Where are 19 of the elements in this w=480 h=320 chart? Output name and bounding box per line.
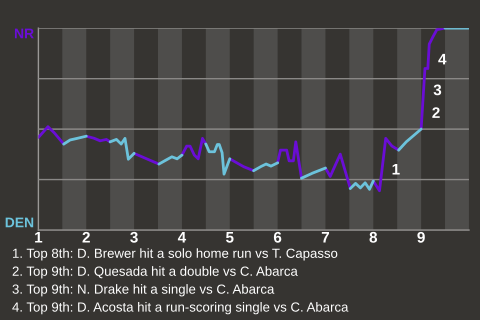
text: DEN: [6, 218, 34, 228]
annotation: 3: [434, 84, 442, 96]
x-tick-label: 3: [130, 232, 138, 243]
x-tick-label: 4: [178, 232, 186, 243]
annotation: 2: [432, 107, 440, 118]
x-tick-label: 9: [417, 232, 425, 243]
x-tick-label: 5: [226, 232, 234, 243]
text: 3. Top 9th: N. Drake hit a single vs C. Abarca: [12, 284, 274, 296]
text: NR: [14, 28, 34, 38]
text: 4. Top 9th: D. Acosta hit a run-scoring single vs C. Abarca: [12, 302, 348, 314]
x-tick-label: 2: [82, 232, 90, 243]
text: 1. Top 8th: D. Brewer hit a solo home run vs T. Capasso: [13, 248, 338, 261]
annotation: 4: [438, 54, 446, 64]
text: 2. Top 9th: D. Quesada hit a double vs C. Abarca: [12, 266, 298, 278]
x-tick-label: 7: [322, 232, 330, 243]
annotation: 1: [392, 164, 400, 174]
x-tick-label: 8: [370, 232, 378, 243]
x-tick-label: 6: [274, 232, 282, 243]
x-tick-label: 1: [35, 232, 42, 243]
